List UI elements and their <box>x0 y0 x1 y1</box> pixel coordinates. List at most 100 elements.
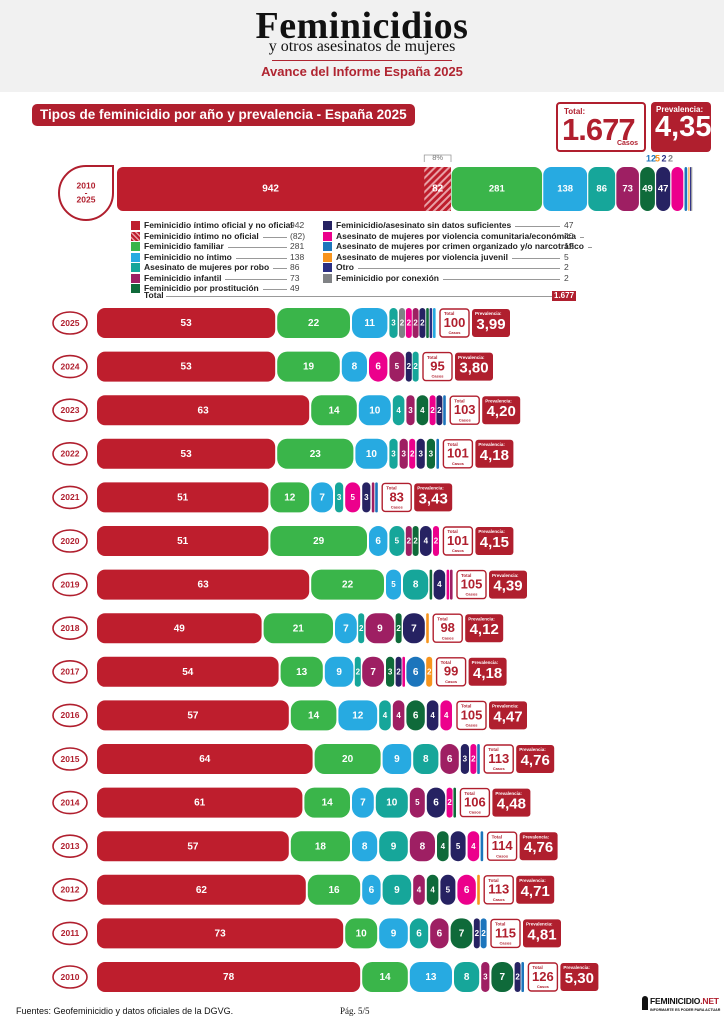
year-row-2025: 2025 53 22 11 3 2 2 2 2Total100CasosPrevalencia:… <box>52 308 510 338</box>
bar-segment-label: 2 <box>481 929 486 938</box>
year-prevalence-label: Prevalencia: <box>519 878 546 883</box>
bar-segment-sin_datos <box>460 744 469 774</box>
bar-segment-sin_datos <box>419 308 426 338</box>
year-prevalence-box <box>492 788 531 817</box>
bar-segment-robo <box>409 918 429 949</box>
bar-segment-intimo <box>97 874 306 905</box>
bar-segment-no_intimo <box>433 308 436 338</box>
aggregate-bar-sin_datos <box>656 167 671 211</box>
header-rule <box>272 60 452 61</box>
bar-segment-label: 4 <box>444 711 449 720</box>
year-prevalence-box <box>475 527 514 555</box>
bar-segment-violencia_juvenil <box>426 656 433 687</box>
bar-segment-label: 2 <box>413 362 418 371</box>
year-prevalence-label: Prevalencia: <box>563 965 590 970</box>
bar-segment-intimo <box>97 744 313 774</box>
bar-segment-label: 4 <box>430 711 435 720</box>
bar-segment-sin_datos <box>433 569 446 600</box>
bar-segment-sin_datos <box>426 700 439 731</box>
bar-segment-infantil <box>413 874 425 905</box>
year-total-value: 105 <box>461 707 483 722</box>
bar-segment-label: 6 <box>437 929 443 940</box>
bar-segment-label: 2 <box>396 667 401 676</box>
bar-segment-label: 3 <box>429 449 434 458</box>
bar-segment-comunitaria <box>369 351 388 382</box>
bar-segment-label: 3 <box>364 493 369 502</box>
bar-segment-intimo <box>97 526 269 556</box>
summary-total-box: Total: 1.677 Casos <box>556 102 646 152</box>
year-prevalence-box <box>516 875 555 904</box>
year-badge <box>52 354 88 379</box>
bar-segment-robo <box>354 656 361 687</box>
bar-segment-prostitucion <box>395 613 402 644</box>
bar-segment-no_intimo <box>338 700 378 731</box>
year-total-unit: Casos <box>442 635 455 640</box>
legend-total-value: 1.677 <box>552 291 577 301</box>
legend-name: Feminicidio/asesinato sin datos suficien… <box>336 220 512 230</box>
bar-segment-label: 4 <box>424 537 429 546</box>
legend-name: Feminicidio íntimo oficial y no oficial <box>144 220 293 230</box>
bar-segment-label: 4 <box>396 406 401 415</box>
year-prevalence-label: Prevalencia: <box>523 834 550 839</box>
aggregate-label-intimo-oficial: 942 <box>262 184 279 195</box>
aggregate-label-no_intimo: 138 <box>557 184 573 195</box>
summary-prevalence-label: Prevalencia: <box>656 105 704 114</box>
bar-segment-comunitaria <box>405 308 412 338</box>
legend-name: Asesinato de mujeres por robo <box>144 262 270 272</box>
legend-item-intimo_no_oficial: Feminicidio íntimo no oficial (82) <box>131 231 310 242</box>
bar-segment-label: 3 <box>337 493 342 502</box>
bar-segment-label: 2 <box>413 537 418 546</box>
legend-total-label: Total <box>144 290 164 300</box>
legend-value: 2 <box>564 272 569 283</box>
bar-segment-intimo <box>97 482 269 513</box>
year-label: 2014 <box>61 797 80 807</box>
summary-total-value: 1.677 <box>562 112 636 147</box>
bar-segment-label: 2 <box>420 319 425 328</box>
bar-segment-label: 23 <box>310 449 322 460</box>
year-total-unit: Casos <box>469 810 482 815</box>
year-total-box <box>435 657 467 687</box>
bar-segment-infantil <box>409 787 425 818</box>
year-prevalence-label: Prevalencia: <box>478 529 505 534</box>
bar-segment-label: 5 <box>456 842 461 851</box>
bar-segment-familiar <box>290 831 350 862</box>
bar-segment-label: 22 <box>308 318 320 329</box>
year-row-2020: 2020 51 29 6 5 2 2 4 2Total101CasosPrevalencia:4… <box>52 526 514 556</box>
legend-item-conexion: Feminicidio por conexión 2 <box>323 273 584 284</box>
bar-segment-prostitucion <box>491 962 514 992</box>
bar-segment-label: 53 <box>181 362 193 373</box>
legend-name: Feminicidio infantil <box>144 272 222 283</box>
bar-segment-familiar <box>277 308 350 338</box>
bar-segment-prostitucion <box>426 438 435 469</box>
year-badge <box>52 965 88 989</box>
legend-value: 40 <box>564 230 574 241</box>
bar-segment-label: 10 <box>369 405 381 416</box>
year-prevalence-value: 4,47 <box>493 708 522 725</box>
legend-name: Otro <box>336 262 354 272</box>
bar-segment-no_intimo <box>358 395 391 426</box>
legend-name: Asesinato de mujeres por violencia comun… <box>336 230 576 241</box>
legend-swatch-icon <box>323 221 332 230</box>
bar-segment-label: 3 <box>391 319 396 328</box>
year-badge <box>52 747 88 771</box>
year-label: 2013 <box>61 841 80 851</box>
year-total-box <box>432 613 463 643</box>
period-badge <box>58 165 114 221</box>
year-label: 2023 <box>61 405 80 415</box>
section-title: Tipos de feminicidio por año y prevalenc… <box>32 104 415 126</box>
bar-segment-label: 8 <box>352 362 358 373</box>
legend-value: 12 <box>564 241 574 251</box>
year-total-label: Total <box>386 486 396 491</box>
year-prevalence-value: 4,76 <box>521 752 550 769</box>
legend-leader-line <box>227 247 287 248</box>
year-total-box <box>456 569 487 600</box>
year-total-label: Total <box>461 704 471 709</box>
bar-segment-prostitucion <box>429 569 433 600</box>
aggregate-bar-robo <box>588 167 616 211</box>
year-prevalence-value: 4,20 <box>487 403 516 420</box>
bar-segment-infantil <box>481 962 490 992</box>
bar-segment-label: 3 <box>388 667 393 676</box>
